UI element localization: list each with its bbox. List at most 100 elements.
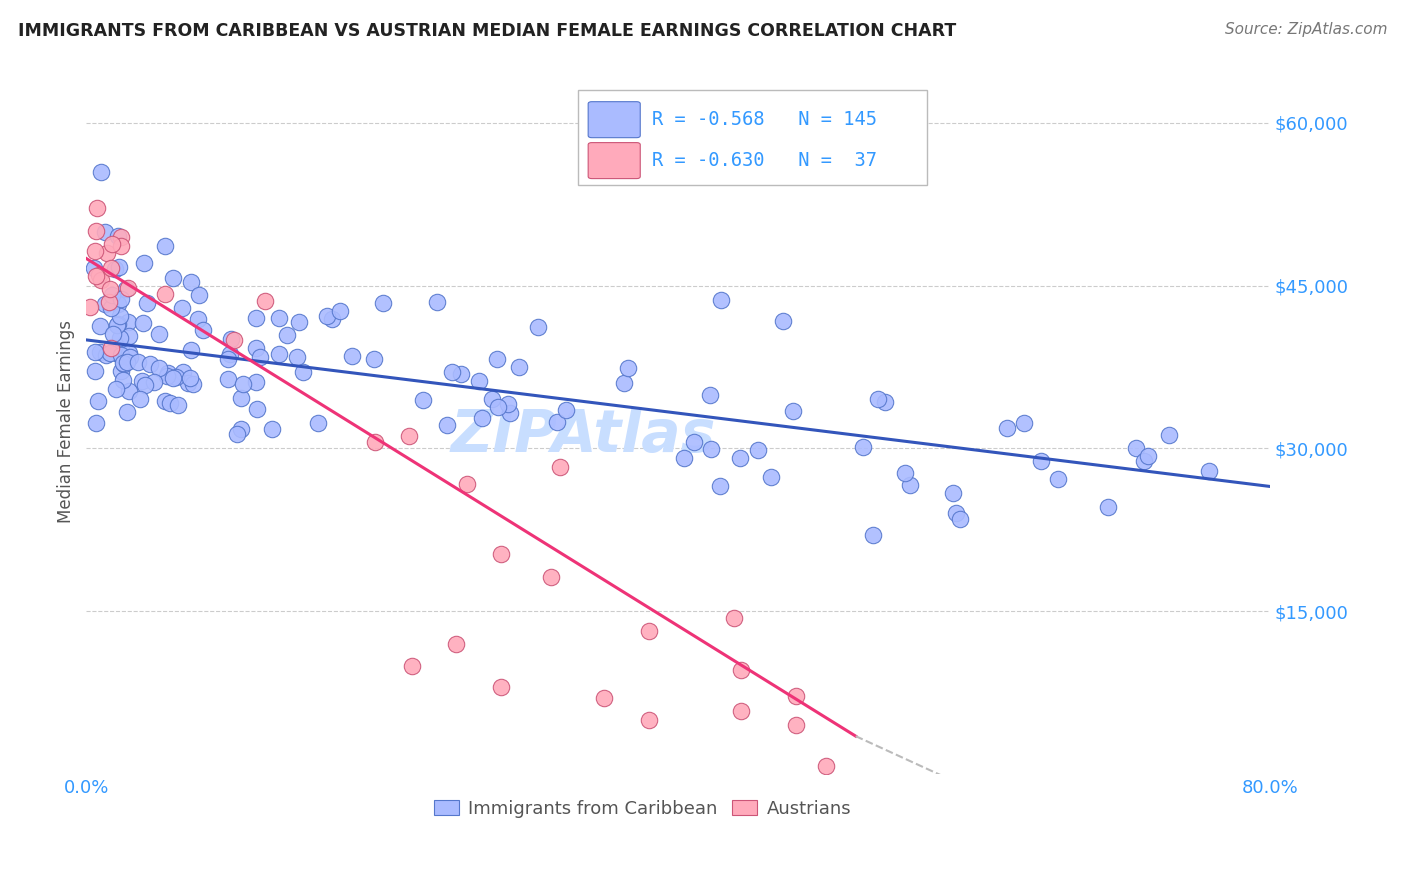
Point bbox=[1133, 454, 1156, 468]
Point bbox=[412, 392, 434, 407]
Point bbox=[728, 451, 751, 466]
Point bbox=[118, 384, 141, 398]
Point bbox=[86, 201, 108, 215]
Point bbox=[170, 301, 193, 316]
Point bbox=[481, 392, 503, 407]
Point bbox=[191, 323, 214, 337]
Point bbox=[107, 318, 129, 332]
Point bbox=[730, 663, 752, 677]
Point bbox=[222, 334, 245, 348]
Point bbox=[548, 460, 571, 475]
Point bbox=[156, 369, 179, 384]
Point bbox=[118, 346, 141, 360]
Point bbox=[1198, 464, 1220, 478]
Point bbox=[155, 238, 177, 252]
Point bbox=[107, 229, 129, 244]
Point bbox=[340, 349, 363, 363]
Point bbox=[112, 373, 135, 387]
Point bbox=[486, 400, 509, 414]
Point bbox=[115, 405, 138, 419]
Point bbox=[84, 416, 107, 430]
Point bbox=[371, 296, 394, 310]
Point bbox=[79, 300, 101, 314]
Point bbox=[135, 296, 157, 310]
Point bbox=[398, 429, 420, 443]
Point bbox=[862, 528, 884, 542]
Point bbox=[110, 364, 132, 378]
Point bbox=[508, 359, 530, 374]
Point bbox=[100, 301, 122, 316]
Point bbox=[104, 382, 127, 396]
Point bbox=[101, 237, 124, 252]
FancyBboxPatch shape bbox=[578, 90, 927, 185]
Point bbox=[1125, 441, 1147, 455]
Point bbox=[110, 230, 132, 244]
Point bbox=[945, 506, 967, 520]
Point bbox=[84, 224, 107, 238]
Point bbox=[1157, 428, 1180, 442]
Point bbox=[86, 394, 108, 409]
Point bbox=[489, 547, 512, 561]
Point bbox=[159, 396, 181, 410]
Point bbox=[245, 311, 267, 326]
Point bbox=[115, 282, 138, 296]
Point bbox=[246, 401, 269, 416]
Point bbox=[131, 374, 153, 388]
Point bbox=[165, 369, 187, 384]
Point bbox=[101, 326, 124, 341]
Point bbox=[249, 351, 271, 365]
Point bbox=[700, 442, 723, 457]
Point bbox=[436, 418, 458, 433]
Point bbox=[269, 347, 291, 361]
Point bbox=[153, 393, 176, 408]
Point bbox=[127, 354, 149, 368]
Text: R = -0.568   N = 145: R = -0.568 N = 145 bbox=[652, 110, 877, 128]
Point bbox=[89, 318, 111, 333]
Point bbox=[162, 271, 184, 285]
Point bbox=[468, 375, 491, 389]
Point bbox=[104, 262, 127, 277]
Point bbox=[183, 377, 205, 392]
Point bbox=[139, 357, 162, 371]
Point bbox=[219, 332, 242, 346]
Point bbox=[93, 296, 115, 310]
Point bbox=[1137, 450, 1160, 464]
Point bbox=[217, 351, 239, 366]
Point bbox=[499, 406, 522, 420]
Point bbox=[682, 435, 704, 450]
Point bbox=[187, 312, 209, 326]
Point bbox=[98, 346, 121, 360]
Point bbox=[134, 377, 156, 392]
Point bbox=[176, 376, 198, 390]
Point bbox=[217, 372, 239, 386]
Point bbox=[162, 371, 184, 385]
Point bbox=[115, 355, 138, 369]
Point bbox=[785, 689, 807, 703]
Text: IMMIGRANTS FROM CARIBBEAN VS AUSTRIAN MEDIAN FEMALE EARNINGS CORRELATION CHART: IMMIGRANTS FROM CARIBBEAN VS AUSTRIAN ME… bbox=[18, 22, 956, 40]
Point bbox=[894, 466, 917, 480]
Point bbox=[117, 315, 139, 329]
Point bbox=[83, 345, 105, 359]
Point bbox=[96, 246, 118, 260]
Point bbox=[104, 345, 127, 359]
Point bbox=[612, 376, 634, 391]
Point bbox=[440, 365, 463, 379]
Point bbox=[188, 287, 211, 301]
Point bbox=[637, 713, 659, 727]
Point bbox=[1029, 454, 1052, 468]
Point bbox=[97, 295, 120, 310]
Point bbox=[89, 345, 111, 359]
Point bbox=[180, 275, 202, 289]
Y-axis label: Median Female Earnings: Median Female Earnings bbox=[58, 320, 75, 523]
Point bbox=[267, 310, 290, 325]
Point bbox=[471, 411, 494, 425]
Point bbox=[288, 315, 311, 329]
Point bbox=[179, 371, 201, 385]
Point bbox=[426, 295, 449, 310]
Point bbox=[617, 361, 640, 376]
Point bbox=[761, 470, 783, 484]
Point bbox=[329, 304, 352, 318]
Point bbox=[226, 427, 249, 442]
Point bbox=[401, 658, 423, 673]
Point bbox=[456, 476, 478, 491]
